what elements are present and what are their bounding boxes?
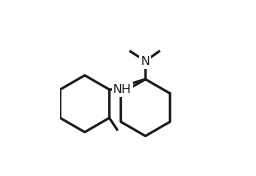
Text: NH: NH bbox=[113, 83, 132, 96]
Text: N: N bbox=[141, 55, 150, 68]
